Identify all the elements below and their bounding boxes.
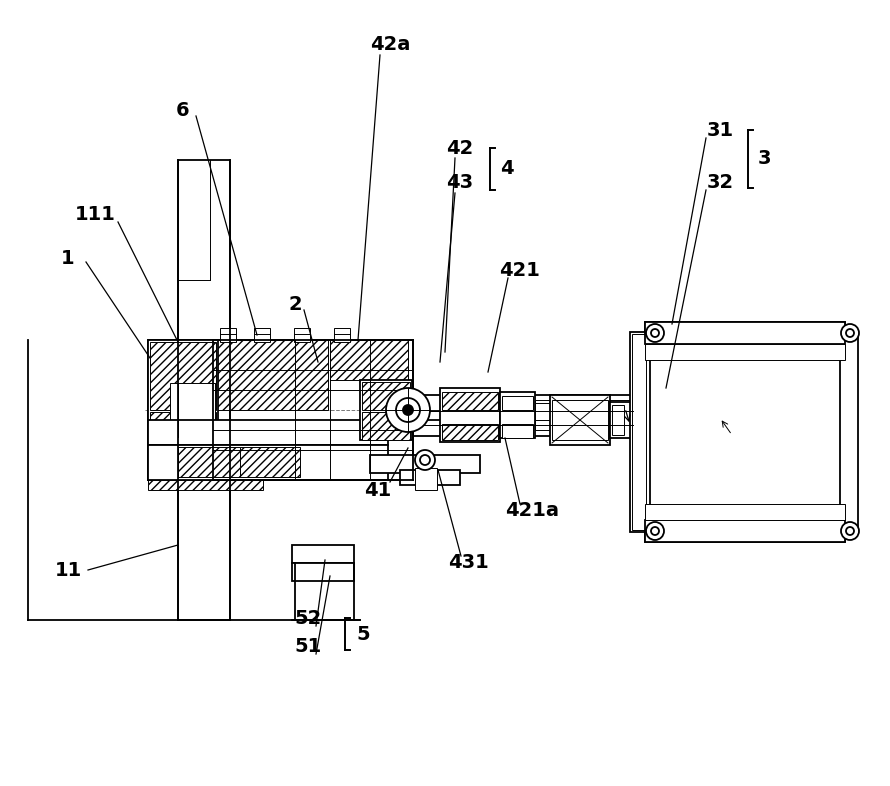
Text: 431: 431 — [448, 553, 489, 571]
Bar — [610, 402, 645, 438]
Bar — [442, 392, 498, 410]
Text: 41: 41 — [364, 480, 392, 499]
Text: 52: 52 — [295, 608, 321, 627]
Text: 1: 1 — [61, 248, 75, 267]
Bar — [550, 395, 610, 445]
Bar — [415, 468, 437, 490]
Bar — [535, 403, 635, 420]
Bar — [413, 420, 633, 436]
Bar — [362, 412, 410, 440]
Text: 42: 42 — [447, 138, 473, 157]
Bar — [170, 383, 215, 437]
Bar — [148, 340, 213, 480]
Circle shape — [841, 324, 859, 342]
Bar — [334, 328, 350, 342]
Circle shape — [841, 522, 859, 540]
Circle shape — [651, 527, 659, 535]
Bar — [254, 328, 270, 342]
Bar — [413, 395, 633, 411]
Bar — [150, 342, 216, 410]
Bar — [148, 445, 388, 480]
Circle shape — [646, 522, 664, 540]
Bar — [294, 328, 310, 342]
Bar — [292, 563, 354, 581]
Bar — [220, 328, 236, 342]
Circle shape — [403, 405, 413, 415]
Bar — [645, 344, 845, 360]
Bar — [150, 342, 211, 478]
Text: 421a: 421a — [505, 501, 559, 520]
Bar — [150, 412, 216, 478]
Circle shape — [651, 329, 659, 337]
Circle shape — [396, 398, 420, 422]
Bar — [330, 340, 408, 380]
Text: 5: 5 — [356, 625, 369, 644]
Bar — [645, 504, 845, 520]
Bar — [502, 396, 533, 410]
Bar — [360, 380, 412, 440]
Bar — [645, 520, 845, 542]
Bar — [442, 424, 498, 440]
Bar — [213, 340, 413, 480]
Text: 111: 111 — [75, 205, 116, 225]
Circle shape — [415, 450, 435, 470]
Text: 32: 32 — [707, 172, 733, 192]
Bar — [240, 447, 300, 477]
Bar — [500, 392, 535, 438]
Text: 43: 43 — [447, 174, 473, 193]
Bar — [535, 420, 635, 430]
Text: 11: 11 — [54, 560, 82, 579]
Text: 51: 51 — [295, 637, 321, 656]
Bar — [645, 322, 845, 344]
Bar — [630, 332, 650, 532]
Text: 42a: 42a — [370, 35, 410, 54]
Bar — [440, 388, 500, 442]
Bar — [552, 400, 608, 440]
Bar — [148, 340, 218, 480]
Bar — [535, 400, 635, 410]
Text: 31: 31 — [707, 120, 733, 139]
Bar — [632, 334, 646, 530]
Text: 4: 4 — [500, 159, 514, 178]
Bar — [370, 455, 480, 473]
Bar — [148, 430, 263, 490]
Bar — [362, 382, 410, 410]
Bar — [178, 447, 240, 477]
Bar — [400, 470, 460, 485]
Text: 421: 421 — [499, 260, 540, 280]
Circle shape — [846, 329, 854, 337]
Bar — [612, 405, 624, 435]
Circle shape — [386, 388, 430, 432]
Bar — [645, 322, 845, 542]
Text: 3: 3 — [758, 149, 772, 167]
Bar — [502, 424, 533, 438]
Bar — [292, 545, 354, 563]
Circle shape — [646, 324, 664, 342]
Circle shape — [420, 455, 430, 465]
Text: 2: 2 — [288, 296, 302, 314]
Bar — [178, 160, 230, 620]
Bar — [213, 340, 328, 410]
Bar — [148, 420, 388, 445]
Circle shape — [846, 527, 854, 535]
Bar — [150, 400, 180, 425]
Text: 6: 6 — [176, 101, 190, 119]
Bar — [840, 332, 858, 532]
Bar — [647, 324, 843, 540]
